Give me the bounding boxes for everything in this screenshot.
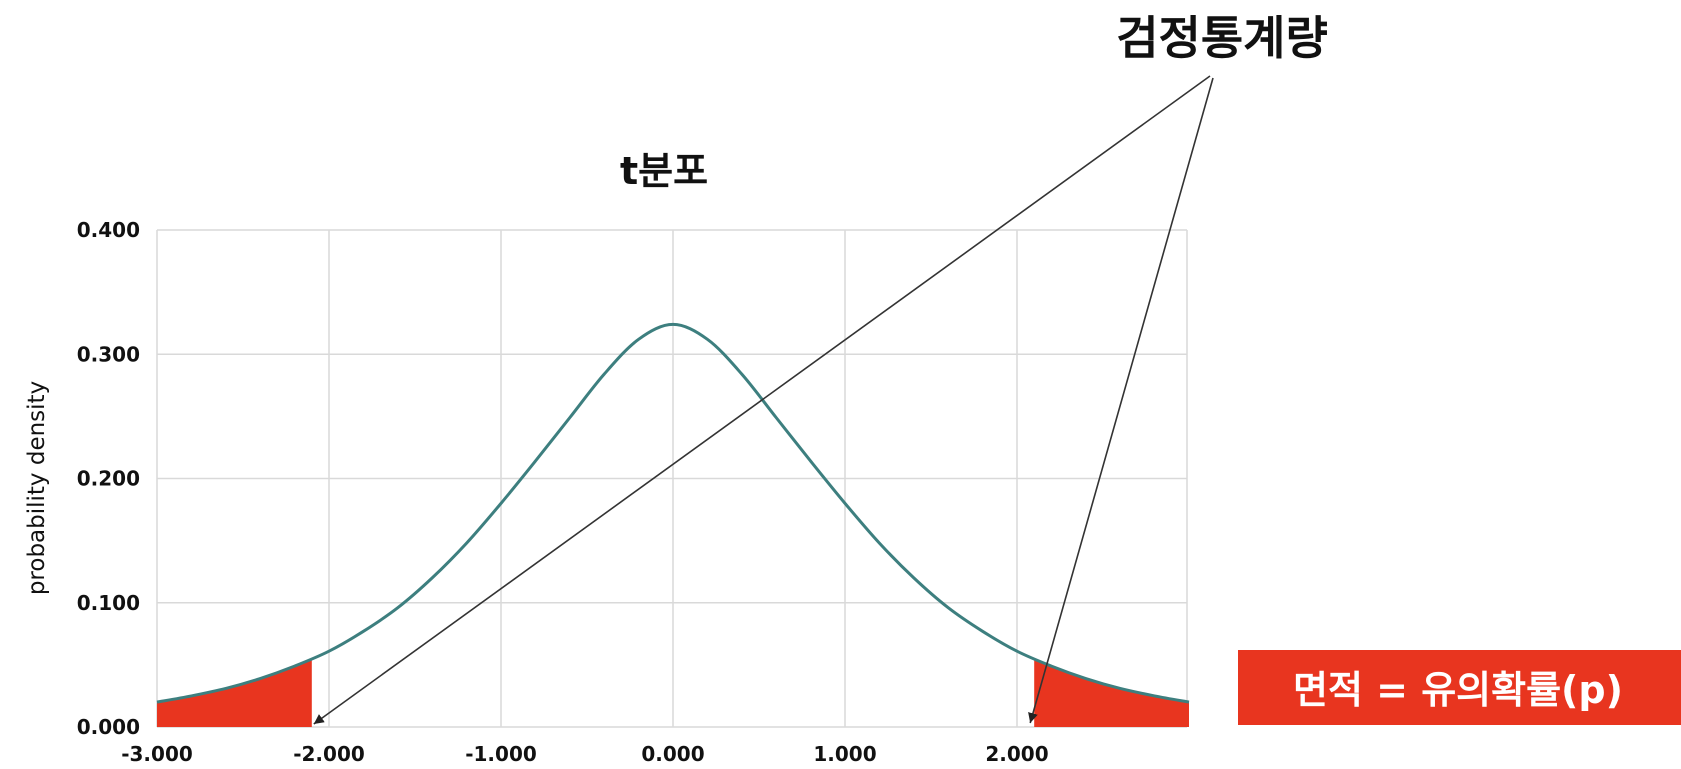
callout-arrows <box>313 75 1214 725</box>
x-tick-label: 2.000 <box>985 742 1048 766</box>
arrow-to-right-critical-value <box>1028 77 1214 724</box>
tick-labels: 0.000 0.100 0.200 0.300 0.400 -3.000 -2.000 -1.… <box>77 218 1049 766</box>
x-tick-label: -3.000 <box>121 742 193 766</box>
chart-title: t분포 <box>620 149 708 193</box>
density-curve <box>156 322 1190 704</box>
test-statistic-callout: 검정통계량 <box>1116 11 1328 65</box>
x-tick-label: -1.000 <box>465 742 537 766</box>
x-tick-label: -2.000 <box>293 742 365 766</box>
arrow-to-left-critical-value <box>313 75 1211 725</box>
y-tick-label: 0.400 <box>77 218 140 242</box>
area-label: 면적 = 유의확률(p) <box>1293 668 1623 712</box>
grid <box>156 229 1188 728</box>
y-axis-label: probability density <box>24 381 50 595</box>
y-tick-label: 0.300 <box>77 342 140 366</box>
y-tick-label: 0.100 <box>77 591 140 615</box>
area-label-box <box>1238 650 1681 725</box>
density-line <box>156 322 1190 704</box>
x-tick-label: 1.000 <box>813 742 876 766</box>
x-tick-label: 0.000 <box>641 742 704 766</box>
y-tick-label: 0.200 <box>77 467 140 491</box>
y-tick-label: 0.000 <box>77 715 140 739</box>
